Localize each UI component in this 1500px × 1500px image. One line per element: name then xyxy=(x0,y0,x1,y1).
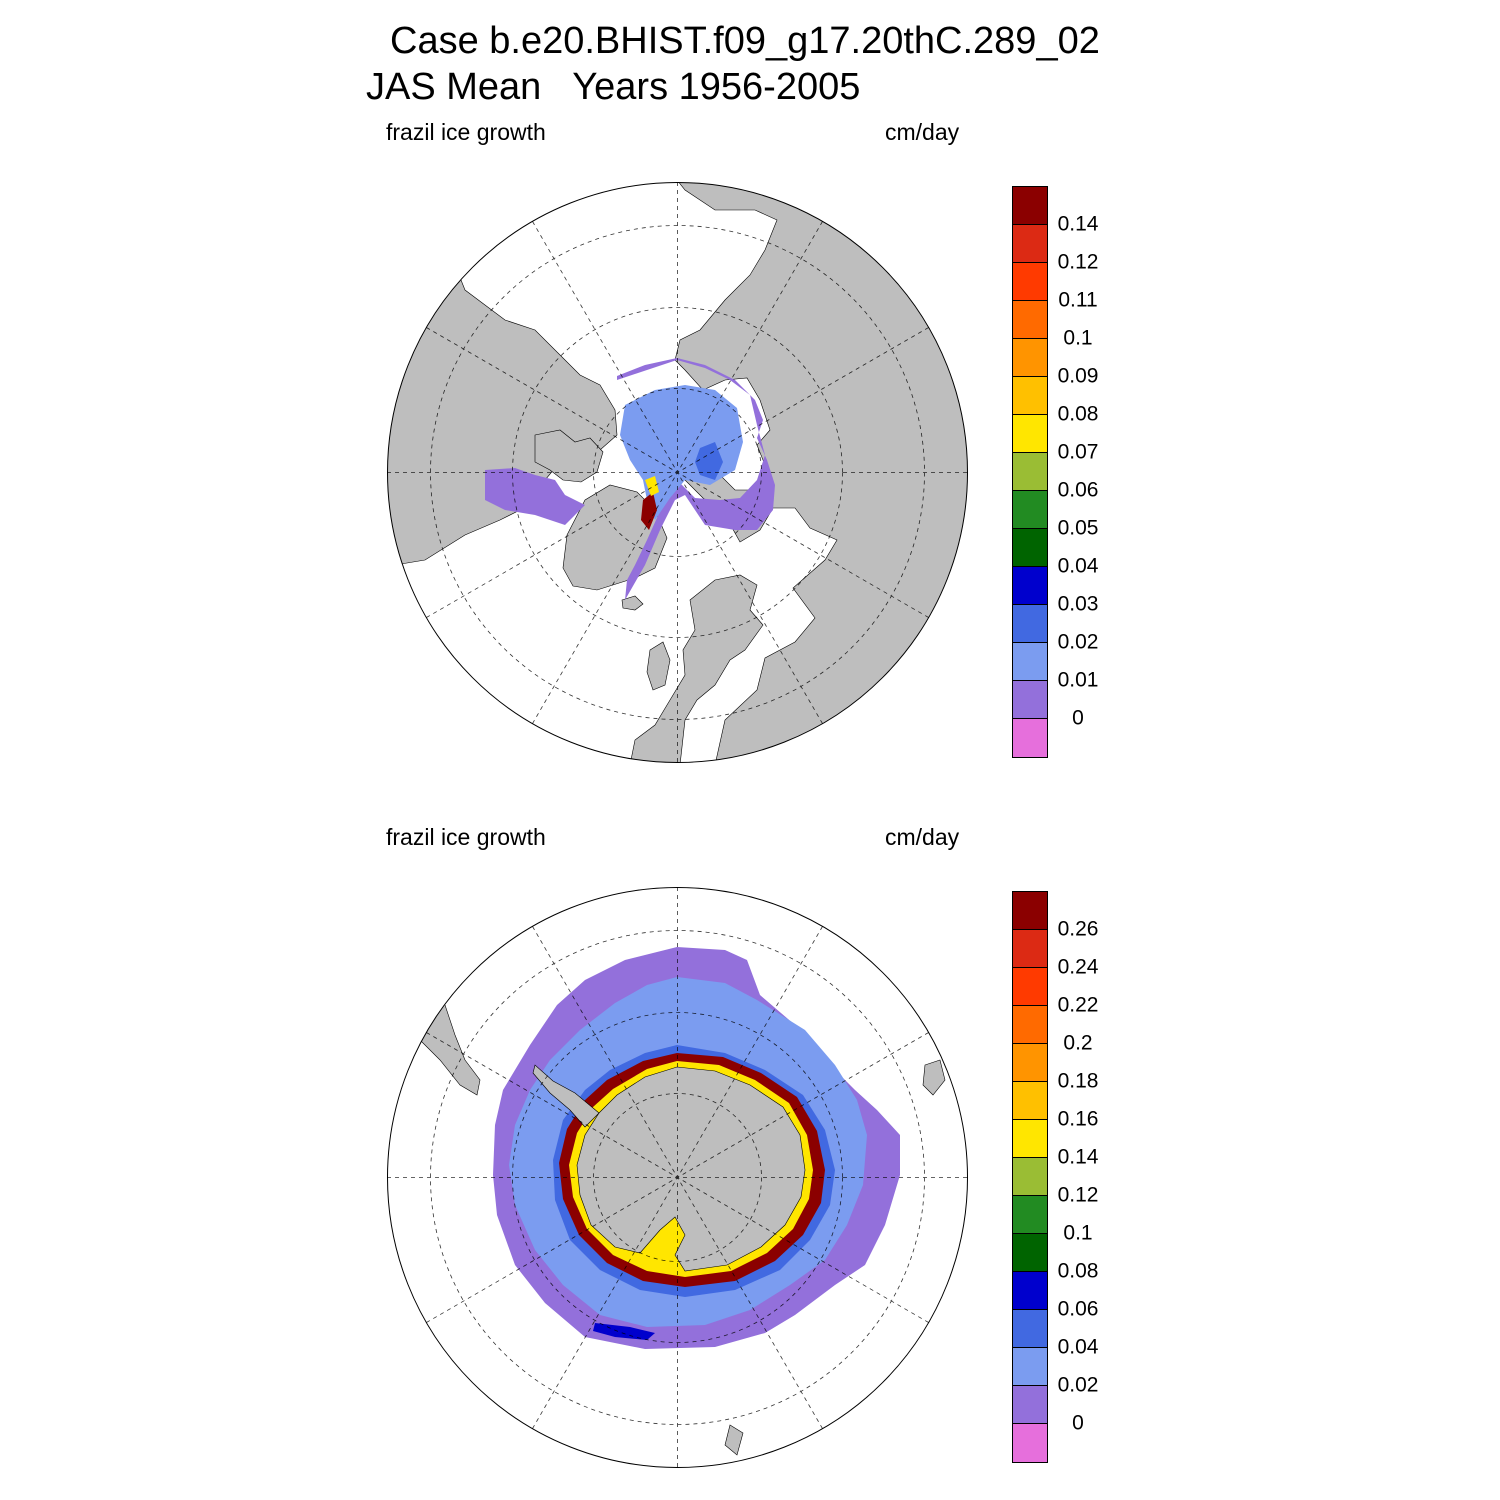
south-colorbar-label: 0.12 xyxy=(1057,1183,1099,1207)
south-land-antarctica xyxy=(576,1066,806,1272)
north-colorbar-label: 0.03 xyxy=(1057,592,1099,616)
north-colorbar-swatch xyxy=(1013,681,1047,719)
north-variable-label: frazil ice growth xyxy=(386,119,546,145)
south-colorbar-label: 0.16 xyxy=(1057,1107,1099,1131)
north-units-label: cm/day xyxy=(885,119,960,145)
north-colorbar-label: 0.05 xyxy=(1057,516,1099,540)
north-land-archipelago xyxy=(534,429,604,483)
south-colorbar-label: 0.04 xyxy=(1057,1335,1099,1359)
north-colorbar-swatch xyxy=(1013,263,1047,301)
north-ice-field-strait xyxy=(641,492,657,530)
north-colorbar xyxy=(1012,186,1048,758)
south-colorbar-label: 0 xyxy=(1072,1411,1084,1435)
north-colorbar-label: 0.1 xyxy=(1063,326,1093,350)
north-polar-map xyxy=(387,182,968,763)
north-ice-field-strait-edge xyxy=(645,476,659,496)
north-colorbar-swatch xyxy=(1013,377,1047,415)
south-colorbar-swatch xyxy=(1013,1272,1047,1310)
north-colorbar-swatch xyxy=(1013,529,1047,567)
north-colorbar-label: 0.08 xyxy=(1057,402,1099,426)
south-colorbar-label: 0.22 xyxy=(1057,993,1099,1017)
north-colorbar-swatch xyxy=(1013,719,1047,757)
north-colorbar-swatch xyxy=(1013,605,1047,643)
south-colorbar-label: 0.14 xyxy=(1057,1145,1099,1169)
south-colorbar-label: 0.24 xyxy=(1057,955,1099,979)
south-colorbar-swatch xyxy=(1013,892,1047,930)
south-colorbar-swatch xyxy=(1013,1196,1047,1234)
south-colorbar-swatch xyxy=(1013,1348,1047,1386)
north-colorbar-swatch xyxy=(1013,491,1047,529)
south-colorbar-swatch xyxy=(1013,1310,1047,1348)
south-colorbar-swatch xyxy=(1013,1044,1047,1082)
north-ice-field-outer xyxy=(617,358,775,600)
south-units-label: cm/day xyxy=(885,824,960,850)
north-colorbar-label: 0.12 xyxy=(1057,250,1099,274)
south-colorbar-label: 0.26 xyxy=(1057,917,1099,941)
north-colorbar-swatch xyxy=(1013,415,1047,453)
south-colorbar-swatch xyxy=(1013,1158,1047,1196)
south-colorbar-label: 0.02 xyxy=(1057,1373,1099,1397)
north-land-iceland xyxy=(621,595,644,611)
south-colorbar xyxy=(1012,891,1048,1463)
north-land-uk xyxy=(646,641,671,691)
north-land-europe xyxy=(629,574,764,763)
south-colorbar-swatch xyxy=(1013,930,1047,968)
south-colorbar-label: 0.2 xyxy=(1063,1031,1093,1055)
south-colorbar-swatch xyxy=(1013,1424,1047,1462)
south-colorbar-swatch xyxy=(1013,1234,1047,1272)
north-colorbar-swatch xyxy=(1013,453,1047,491)
south-colorbar-label: 0.18 xyxy=(1057,1069,1099,1093)
south-polar-map xyxy=(387,887,968,1468)
north-colorbar-label: 0 xyxy=(1072,706,1084,730)
north-colorbar-label: 0.01 xyxy=(1057,668,1099,692)
north-colorbar-label: 0.11 xyxy=(1058,288,1098,312)
south-colorbar-swatch xyxy=(1013,1082,1047,1120)
south-colorbar-swatch xyxy=(1013,1386,1047,1424)
north-colorbar-label: 0.06 xyxy=(1057,478,1099,502)
figure-title-line1: Case b.e20.BHIST.f09_g17.20thC.289_02 xyxy=(390,20,1100,62)
north-colorbar-label: 0.04 xyxy=(1057,554,1099,578)
north-colorbar-label: 0.14 xyxy=(1057,212,1099,236)
south-colorbar-label: 0.08 xyxy=(1057,1259,1099,1283)
north-colorbar-label: 0.07 xyxy=(1057,440,1099,464)
north-colorbar-swatch xyxy=(1013,187,1047,225)
north-colorbar-swatch xyxy=(1013,643,1047,681)
south-colorbar-swatch xyxy=(1013,968,1047,1006)
north-colorbar-swatch xyxy=(1013,567,1047,605)
north-colorbar-swatch xyxy=(1013,339,1047,377)
south-colorbar-swatch xyxy=(1013,1120,1047,1158)
south-colorbar-label: 0.1 xyxy=(1063,1221,1093,1245)
south-colorbar-swatch xyxy=(1013,1006,1047,1044)
north-colorbar-swatch xyxy=(1013,225,1047,263)
south-variable-label: frazil ice growth xyxy=(386,824,546,850)
south-land-australia-tip xyxy=(922,1059,946,1096)
figure-title-line2: JAS Mean Years 1956-2005 xyxy=(366,66,861,108)
north-ice-field-baffin xyxy=(485,468,585,525)
south-land-new-zealand xyxy=(724,1424,744,1456)
south-colorbar-label: 0.06 xyxy=(1057,1297,1099,1321)
north-colorbar-swatch xyxy=(1013,301,1047,339)
north-ice-field-core xyxy=(695,442,723,480)
north-colorbar-label: 0.09 xyxy=(1057,364,1099,388)
north-colorbar-label: 0.02 xyxy=(1057,630,1099,654)
